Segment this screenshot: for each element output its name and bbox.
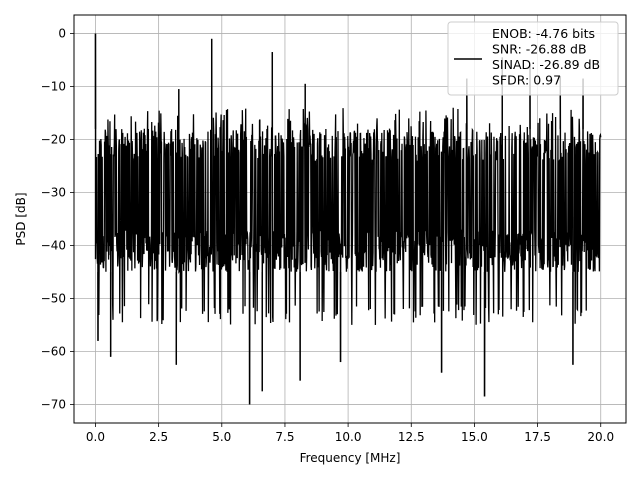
- y-tick-label: −20: [41, 133, 66, 147]
- x-tick-label: 20.0: [587, 430, 614, 444]
- legend-text: SNR: -26.88 dB: [492, 42, 587, 57]
- y-axis: 0 −10 −20 −30 −40 −50 −60 −70: [41, 27, 74, 411]
- legend-text: SFDR: 0.97: [492, 73, 561, 88]
- y-axis-label: PSD [dB]: [14, 192, 28, 245]
- x-tick-label: 0.0: [86, 430, 105, 444]
- x-tick-label: 2.5: [149, 430, 168, 444]
- x-tick-label: 7.5: [275, 430, 294, 444]
- y-tick-label: −50: [41, 291, 66, 305]
- y-tick-label: −10: [41, 80, 66, 94]
- x-axis: 0.0 2.5 5.0 7.5 10.0 12.5 15.0 17.5 20.0: [86, 423, 614, 444]
- axes-frame: [73, 14, 627, 424]
- legend-box: [447, 21, 619, 96]
- x-axis-label: Frequency [MHz]: [300, 451, 401, 465]
- x-tick-label: 5.0: [212, 430, 231, 444]
- y-tick-label: −40: [41, 238, 66, 252]
- x-tick-label: 10.0: [335, 430, 362, 444]
- y-tick-label: −70: [41, 397, 66, 411]
- x-tick-label: 12.5: [398, 430, 425, 444]
- x-tick-label: 15.0: [461, 430, 488, 444]
- y-tick-label: −30: [41, 186, 66, 200]
- legend-text: ENOB: -4.76 bits: [492, 26, 595, 41]
- x-tick-label: 17.5: [524, 430, 551, 444]
- psd-series-line: [94, 33, 602, 405]
- y-tick-label: −60: [41, 344, 66, 358]
- y-tick-label: 0: [58, 27, 66, 41]
- legend-text: SINAD: -26.89 dB: [492, 57, 600, 72]
- plot-area: [94, 33, 602, 405]
